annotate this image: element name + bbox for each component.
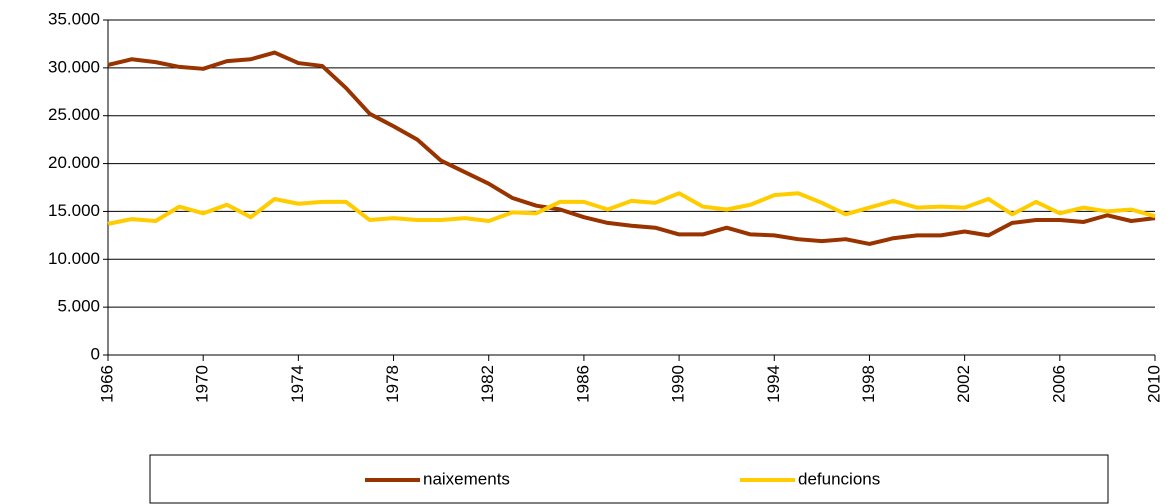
y-tick-label: 35.000 [48,9,100,28]
x-tick-label: 1990 [669,365,688,403]
x-tick-label: 1966 [97,365,116,403]
y-tick-label: 15.000 [48,201,100,220]
y-tick-label: 0 [91,344,100,363]
x-tick-label: 2002 [954,365,973,403]
x-tick-label: 1982 [478,365,497,403]
x-tick-label: 1974 [288,365,307,403]
x-tick-label: 1994 [764,365,783,403]
legend-label: naixements [423,469,510,488]
data-line [107,191,1156,226]
x-tick-label: 2010 [1144,365,1163,403]
x-tick-label: 1970 [193,365,212,403]
x-tick-label: 1998 [859,365,878,403]
legend-box [149,454,1109,504]
x-tick-label: 1978 [383,365,402,403]
y-tick-label: 25.000 [48,105,100,124]
y-tick-label: 30.000 [48,57,100,76]
legend-label: defuncions [798,469,880,488]
y-tick-label: 20.000 [48,153,100,172]
data-line [107,50,1156,246]
y-tick-label: 5.000 [57,297,100,316]
x-tick-label: 2006 [1049,365,1068,403]
x-tick-label: 1986 [573,365,592,403]
y-tick-label: 10.000 [48,249,100,268]
